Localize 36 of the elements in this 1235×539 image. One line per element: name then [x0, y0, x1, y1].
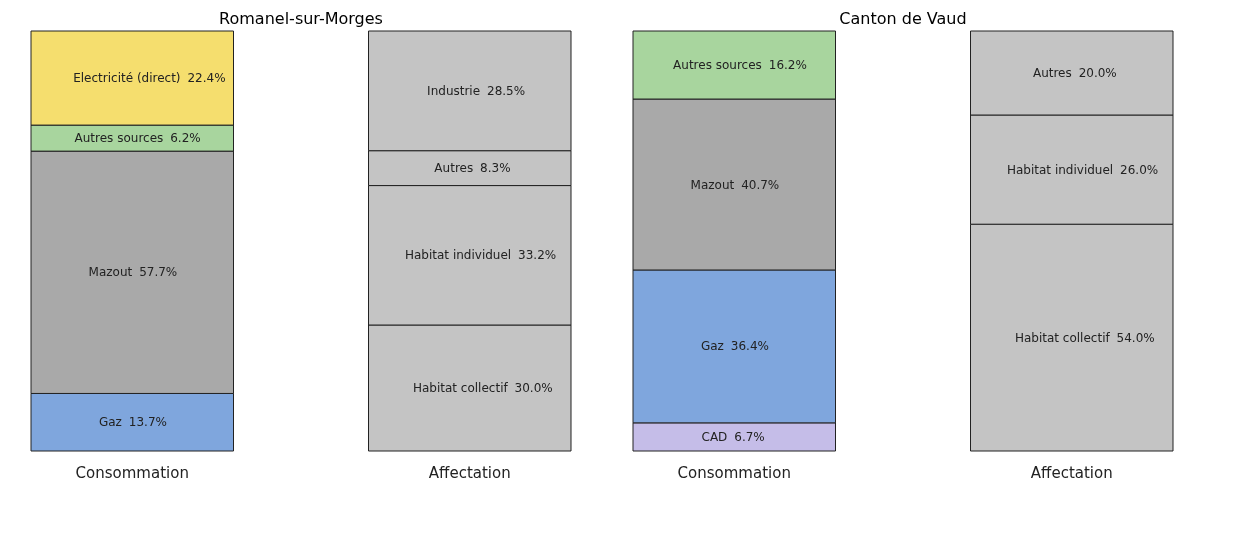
- data-label: 20.0%: [1078, 66, 1117, 80]
- series-label: Mazout: [690, 177, 735, 192]
- data-label: 8.3%: [480, 161, 511, 176]
- data-label: 22.4%: [187, 71, 226, 86]
- x-tick-label: Affectation: [1030, 463, 1113, 482]
- series-label: Industrie: [427, 83, 481, 98]
- x-tick-label: Consommation: [75, 463, 189, 482]
- chart-title: Canton de Vaud: [839, 8, 967, 28]
- data-label: 16.2%: [768, 58, 807, 73]
- series-label: Electricité (direct): [73, 71, 181, 86]
- data-label: 28.5%: [487, 83, 526, 98]
- chart-title: Romanel-sur-Morges: [219, 8, 383, 28]
- data-label: 36.4%: [730, 339, 769, 354]
- data-label: 26.0%: [1120, 162, 1159, 177]
- series-label: Gaz: [98, 415, 122, 430]
- data-label: 33.2%: [518, 248, 557, 263]
- series-label: Habitat collectif: [1014, 330, 1111, 345]
- series-label: Autres: [434, 161, 474, 176]
- x-tick-label: Consommation: [677, 463, 791, 482]
- series-label: Habitat individuel: [1006, 162, 1114, 177]
- data-label: 40.7%: [741, 177, 780, 192]
- series-label: Mazout: [88, 265, 133, 280]
- data-label: 13.7%: [128, 415, 167, 430]
- series-label: CAD: [701, 429, 728, 444]
- series-label: Autres: [1032, 66, 1072, 80]
- series-label: Gaz: [700, 339, 724, 354]
- series-label: Autres sources: [673, 58, 762, 73]
- data-label: 30.0%: [514, 381, 553, 395]
- series-label: Autres sources: [74, 131, 164, 146]
- data-label: 57.7%: [139, 265, 178, 280]
- data-label: 6.2%: [170, 131, 201, 146]
- series-label: Habitat collectif: [412, 381, 509, 395]
- data-label: 54.0%: [1116, 330, 1155, 345]
- data-label: 6.7%: [734, 429, 765, 444]
- series-label: Habitat individuel: [404, 248, 512, 263]
- x-tick-label: Affectation: [428, 463, 511, 482]
